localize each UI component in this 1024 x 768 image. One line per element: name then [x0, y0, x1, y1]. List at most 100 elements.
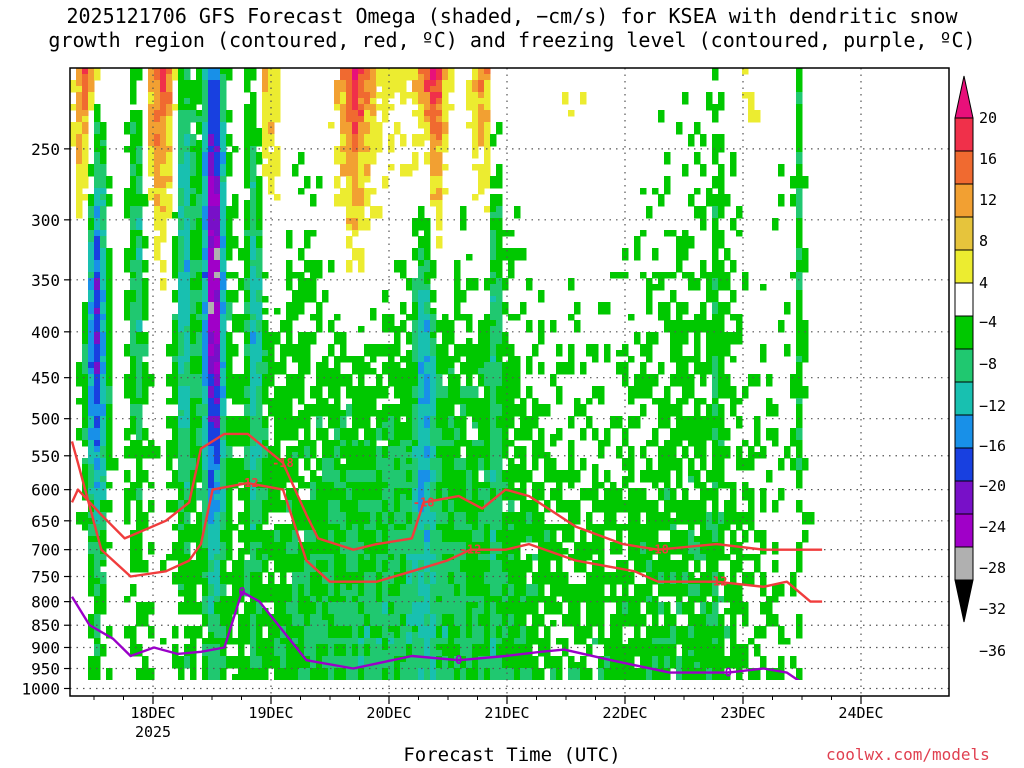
- omega-cell: [184, 458, 191, 465]
- omega-cell: [280, 326, 287, 333]
- omega-cell: [250, 632, 257, 639]
- omega-cell: [262, 542, 269, 549]
- omega-cell: [244, 368, 251, 375]
- omega-cell: [88, 452, 95, 459]
- omega-cell: [166, 500, 173, 507]
- omega-cell: [214, 506, 221, 513]
- omega-cell: [310, 572, 317, 579]
- omega-cell: [472, 542, 479, 549]
- omega-cell: [508, 602, 515, 609]
- omega-cell: [280, 362, 287, 369]
- omega-cell: [244, 500, 251, 507]
- omega-cell: [502, 302, 509, 309]
- omega-cell: [100, 488, 107, 495]
- omega-cell: [286, 674, 293, 680]
- omega-cell: [478, 362, 485, 369]
- omega-cell: [346, 260, 353, 267]
- omega-cell: [340, 122, 347, 129]
- omega-cell: [142, 602, 149, 609]
- omega-cell: [340, 530, 347, 537]
- omega-cell: [136, 392, 143, 399]
- omega-cell: [136, 494, 143, 501]
- omega-cell: [130, 236, 137, 243]
- omega-cell: [424, 218, 431, 225]
- omega-cell: [448, 524, 455, 531]
- omega-cell: [400, 440, 407, 447]
- omega-cell: [190, 452, 197, 459]
- omega-cell: [466, 632, 473, 639]
- omega-cell: [172, 626, 179, 633]
- omega-cell: [154, 80, 161, 87]
- omega-cell: [370, 128, 377, 135]
- omega-cell: [100, 392, 107, 399]
- omega-cell: [502, 650, 509, 657]
- omega-cell: [94, 254, 101, 261]
- omega-cell: [190, 440, 197, 447]
- omega-cell: [370, 464, 377, 471]
- omega-cell: [370, 116, 377, 123]
- omega-cell: [478, 632, 485, 639]
- omega-cell: [418, 344, 425, 351]
- omega-cell: [220, 332, 227, 339]
- omega-cell: [400, 566, 407, 573]
- omega-cell: [424, 344, 431, 351]
- omega-cell: [496, 482, 503, 489]
- omega-cell: [490, 560, 497, 567]
- omega-cell: [424, 260, 431, 267]
- omega-cell: [478, 440, 485, 447]
- omega-cell: [370, 614, 377, 621]
- omega-cell: [352, 206, 359, 213]
- omega-cell: [100, 368, 107, 375]
- omega-cell: [88, 584, 95, 591]
- omega-cell: [490, 464, 497, 471]
- omega-cell: [190, 98, 197, 105]
- omega-cell: [448, 578, 455, 585]
- omega-cell: [94, 632, 101, 639]
- omega-cell: [460, 314, 467, 321]
- omega-cell: [178, 578, 185, 585]
- omega-cell: [454, 572, 461, 579]
- omega-cell: [478, 374, 485, 381]
- omega-cell: [226, 548, 233, 555]
- omega-cell: [394, 548, 401, 555]
- omega-cell: [100, 470, 107, 477]
- omega-cell: [364, 410, 371, 417]
- omega-cell: [424, 74, 431, 81]
- omega-cell: [394, 668, 401, 675]
- omega-cell: [382, 560, 389, 567]
- omega-cell: [364, 386, 371, 393]
- omega-cell: [88, 284, 95, 291]
- omega-cell: [412, 572, 419, 579]
- omega-cell: [502, 638, 509, 645]
- omega-cell: [490, 368, 497, 375]
- omega-cell: [142, 314, 149, 321]
- omega-cell: [76, 206, 83, 213]
- omega-cell: [370, 122, 377, 129]
- omega-cell: [442, 578, 449, 585]
- omega-cell: [226, 638, 233, 645]
- omega-cell: [418, 392, 425, 399]
- omega-cell: [424, 410, 431, 417]
- omega-cell: [196, 302, 203, 309]
- omega-cell: [226, 494, 233, 501]
- omega-cell: [466, 638, 473, 645]
- omega-cell: [442, 554, 449, 561]
- omega-cell: [268, 164, 275, 171]
- omega-cell: [376, 422, 383, 429]
- omega-cell: [418, 302, 425, 309]
- omega-cell: [394, 626, 401, 633]
- omega-cell: [100, 212, 107, 219]
- omega-cell: [94, 488, 101, 495]
- omega-cell: [244, 200, 251, 207]
- omega-cell: [100, 494, 107, 501]
- omega-cell: [376, 344, 383, 351]
- omega-cell: [370, 140, 377, 147]
- omega-cell: [454, 284, 461, 291]
- omega-cell: [436, 356, 443, 363]
- omega-cell: [346, 620, 353, 627]
- omega-cell: [436, 404, 443, 411]
- omega-cell: [304, 242, 311, 249]
- omega-cell: [370, 344, 377, 351]
- omega-cell: [358, 602, 365, 609]
- omega-cell: [280, 638, 287, 645]
